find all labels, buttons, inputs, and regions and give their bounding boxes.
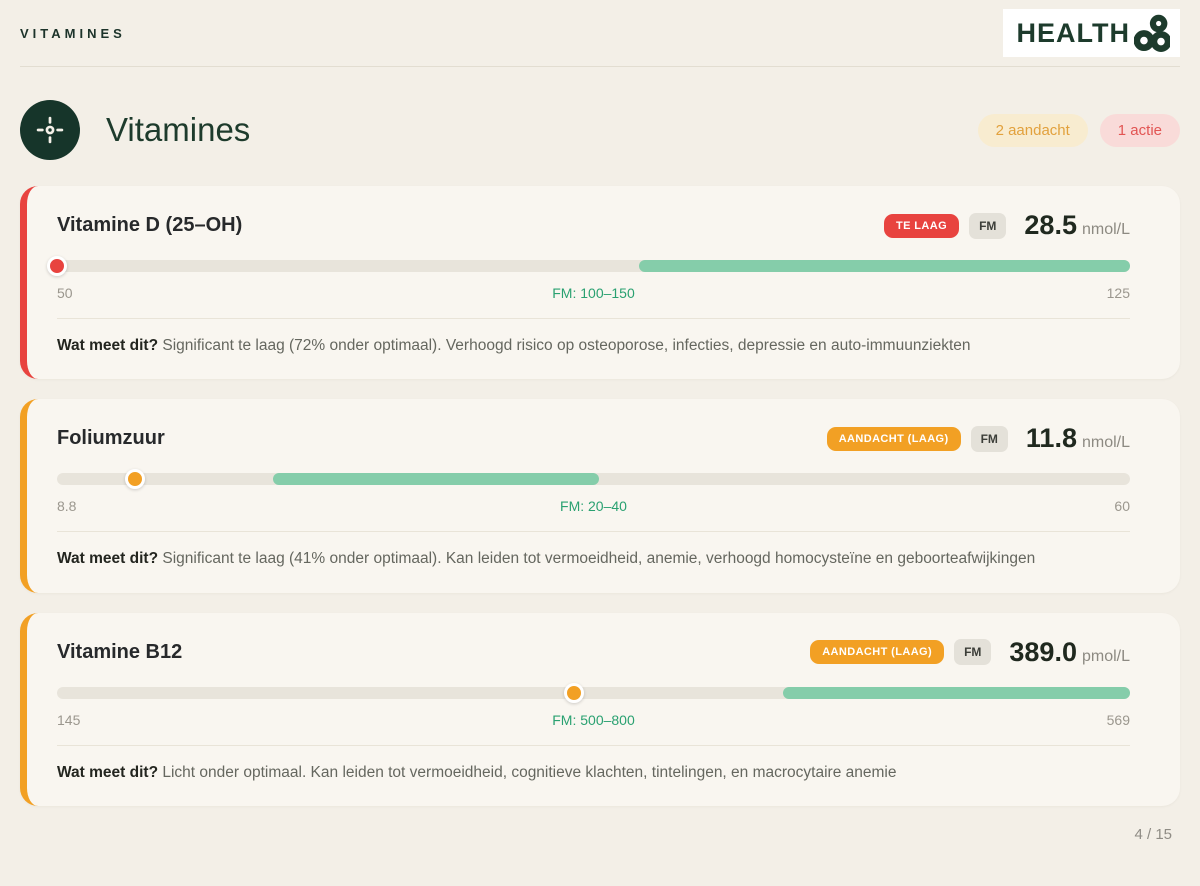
biomarker-card: Vitamine D (25–OH) TE LAAG FM 28.5 nmol/… bbox=[20, 186, 1180, 380]
target-icon bbox=[20, 100, 80, 160]
optimal-band bbox=[272, 473, 599, 486]
biomarker-name: Foliumzuur bbox=[57, 427, 165, 450]
page-header: Vitamines 2 aandacht 1 actie bbox=[20, 100, 1180, 160]
status-badge: AANDACHT (LAAG) bbox=[810, 640, 945, 664]
value-unit: pmol/L bbox=[1081, 647, 1130, 665]
method-badge: FM bbox=[970, 425, 1008, 452]
attention-count-badge[interactable]: 2 aandacht bbox=[977, 113, 1088, 147]
biomarker-card: Foliumzuur AANDACHT (LAAG) FM 11.8 nmol/… bbox=[20, 399, 1180, 593]
scale-max-label: 60 bbox=[1114, 498, 1130, 515]
biomarker-name: Vitamine B12 bbox=[57, 640, 183, 663]
three-rings-icon bbox=[1134, 14, 1170, 52]
biomarker-name: Vitamine D (25–OH) bbox=[57, 214, 243, 236]
method-badge: FM bbox=[954, 639, 992, 665]
measured-value: 11.8 bbox=[1025, 423, 1077, 454]
card-divider bbox=[57, 531, 1130, 533]
scale-min-label: 145 bbox=[57, 711, 81, 728]
brand-name: HEALTH bbox=[1016, 17, 1130, 48]
description-text: Significant te laag (72% onder optimaal)… bbox=[162, 337, 971, 354]
value-marker bbox=[47, 256, 67, 276]
optimal-band bbox=[638, 260, 1130, 272]
value-unit: nmol/L bbox=[1081, 221, 1130, 238]
description-label: Wat meet dit? bbox=[57, 763, 159, 781]
range-slider bbox=[57, 469, 1130, 490]
card-divider bbox=[57, 318, 1130, 319]
description-text: Licht onder optimaal. Kan leiden tot ver… bbox=[162, 763, 897, 781]
action-count-badge[interactable]: 1 actie bbox=[1099, 113, 1180, 147]
card-divider bbox=[57, 744, 1130, 746]
scale-min-label: 50 bbox=[57, 285, 73, 301]
description-label: Wat meet dit? bbox=[57, 550, 159, 568]
section-label: VITAMINES bbox=[20, 25, 126, 41]
scale-min-label: 8.8 bbox=[57, 498, 77, 515]
top-bar: VITAMINES HEALTH bbox=[20, 0, 1180, 67]
health-logo: HEALTH bbox=[1002, 9, 1180, 57]
description-text: Significant te laag (41% onder optimaal)… bbox=[162, 550, 1036, 568]
status-badge: TE LAAG bbox=[884, 213, 960, 238]
method-badge: FM bbox=[969, 212, 1007, 239]
page-title: Vitamines bbox=[106, 111, 251, 148]
range-slider bbox=[47, 256, 1130, 276]
scale-max-label: 125 bbox=[1106, 285, 1130, 301]
value-unit: nmol/L bbox=[1081, 434, 1130, 452]
optimal-range-label: FM: 500–800 bbox=[552, 711, 635, 728]
measured-value: 389.0 bbox=[1009, 636, 1077, 667]
optimal-range-label: FM: 20–40 bbox=[560, 498, 627, 515]
biomarker-card: Vitamine B12 AANDACHT (LAAG) FM 389.0 pm… bbox=[20, 612, 1180, 806]
measured-value: 28.5 bbox=[1024, 210, 1077, 240]
description-label: Wat meet dit? bbox=[57, 337, 159, 354]
range-slider bbox=[57, 682, 1130, 703]
optimal-band bbox=[783, 686, 1130, 699]
scale-max-label: 569 bbox=[1106, 711, 1130, 728]
value-marker bbox=[125, 469, 146, 490]
value-marker bbox=[564, 682, 585, 703]
optimal-range-label: FM: 100–150 bbox=[552, 285, 635, 301]
status-badge: AANDACHT (LAAG) bbox=[826, 426, 961, 451]
page-indicator: 4 / 15 bbox=[1134, 825, 1172, 843]
